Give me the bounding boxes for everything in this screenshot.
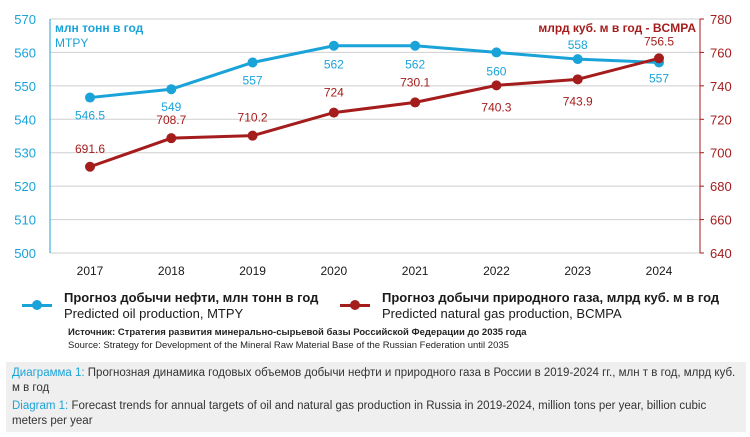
gas-data-point [247,130,258,141]
x-axis-tick-label: 2019 [239,264,266,278]
gas-data-point [654,53,664,64]
oil-data-point [491,47,502,58]
gas-series-line [89,56,660,169]
right-axis-title: млрд куб. м в год - BCMPA [538,21,696,35]
source-ru: Источник: Стратегия развития минерально-… [68,327,527,338]
legend-oil-en: Predicted oil production, MTPY [64,306,244,321]
x-axis-tick-label: 2022 [483,264,510,278]
gas-data-label: 743.9 [563,94,593,108]
gas-data-label: 708.7 [156,113,186,127]
gas-data-point [166,133,177,144]
left-axis-title-line2: MTPY [55,36,88,50]
oil-data-point [328,40,339,51]
left-axis-tick-label: 560 [14,45,36,60]
caption-en: Diagram 1: Forecast trends for annual ta… [12,399,740,429]
caption-en-label: Diagram 1: [12,400,69,412]
left-axis-title-line1: млн тонн в год [55,21,144,35]
series-layer: 546.5 549 557 562 562 560 558 557 691.6 708.7 710.… [75,34,674,172]
left-axis-tick-label: 530 [14,146,36,161]
oil-data-point [247,57,258,68]
left-axis-tick-label: 540 [14,112,36,127]
oil-data-label: 560 [486,64,506,78]
legend-gas-en: Predicted natural gas production, BCMPA [382,306,622,321]
left-axis-tick-label: 500 [14,246,36,261]
caption-ru: Диаграмма 1: Прогнозная динамика годовых… [12,366,740,396]
gas-data-point [491,80,502,91]
x-axis-tick-label: 2017 [77,264,104,278]
oil-data-point [410,40,421,51]
figure-caption: Диаграмма 1: Прогнозная динамика годовых… [6,362,746,432]
gas-data-label: 710.2 [238,111,268,125]
source-en: Source: Strategy for Development of the … [68,340,509,351]
line-chart: 500 510 520 530 540 550 560 570 640 660 680 700 720… [14,12,732,278]
oil-data-label: 558 [568,38,588,52]
right-axis-tick-label: 760 [710,45,732,60]
x-axis-tick-label: 2020 [321,264,348,278]
legend-oil-marker-icon [32,300,42,310]
caption-ru-label: Диаграмма 1: [12,367,85,379]
left-axis-tick-label: 550 [14,79,36,94]
gas-data-point [572,74,583,85]
oil-data-label: 549 [161,100,181,114]
caption-ru-text: Прогнозная динамика годовых объемов добы… [12,367,736,394]
x-axis-tick-label: 2024 [646,264,673,278]
right-axis-tick-label: 640 [710,246,732,261]
x-axis-tick-label: 2018 [158,264,185,278]
left-axis-tick-label: 570 [14,12,36,27]
right-axis-tick-label: 720 [710,112,732,127]
left-axis-tick-label: 510 [14,213,36,228]
oil-data-label: 557 [243,73,263,87]
right-axis-tick-label: 780 [710,12,732,27]
oil-data-label: 562 [405,58,425,72]
legend-gas-marker-icon [350,300,360,310]
oil-data-label: 557 [649,71,669,85]
gridlines [50,18,700,254]
gas-data-label: 691.6 [75,142,105,156]
caption-en-text: Forecast trends for annual targets of oi… [12,400,707,427]
oil-data-label: 546.5 [75,109,105,123]
legend-oil-ru: Прогноз добычи нефти, млн тонн в год [64,290,319,305]
right-axis-tick-label: 660 [710,213,732,228]
source-note: Источник: Стратегия развития минерально-… [68,326,527,352]
gas-data-point [410,97,421,108]
x-axis-ticks: 2017 2018 2019 2020 2021 2022 2023 2024 [77,264,673,278]
gas-data-point [85,161,95,172]
left-axis: 500 510 520 530 540 550 560 570 [14,12,51,261]
right-axis: 640 660 680 700 720 740 760 780 [699,12,732,261]
oil-data-point [166,84,177,95]
gas-data-label: 740.3 [481,100,511,114]
oil-data-point [572,54,583,65]
x-axis-tick-label: 2021 [402,264,429,278]
gas-data-label: 730.1 [400,75,430,89]
right-axis-tick-label: 680 [710,179,732,194]
gas-data-label: 756.5 [644,34,674,48]
oil-data-label: 562 [324,58,344,72]
x-axis-tick-label: 2023 [564,264,591,278]
oil-data-point [85,92,95,103]
oil-series-line [89,44,660,100]
right-axis-tick-label: 740 [710,79,732,94]
gas-data-label: 724 [324,86,344,100]
gas-data-point [328,107,339,118]
left-axis-tick-label: 520 [14,179,36,194]
right-axis-tick-label: 700 [710,146,732,161]
legend-gas-ru: Прогноз добычи природного газа, млрд куб… [382,290,720,305]
